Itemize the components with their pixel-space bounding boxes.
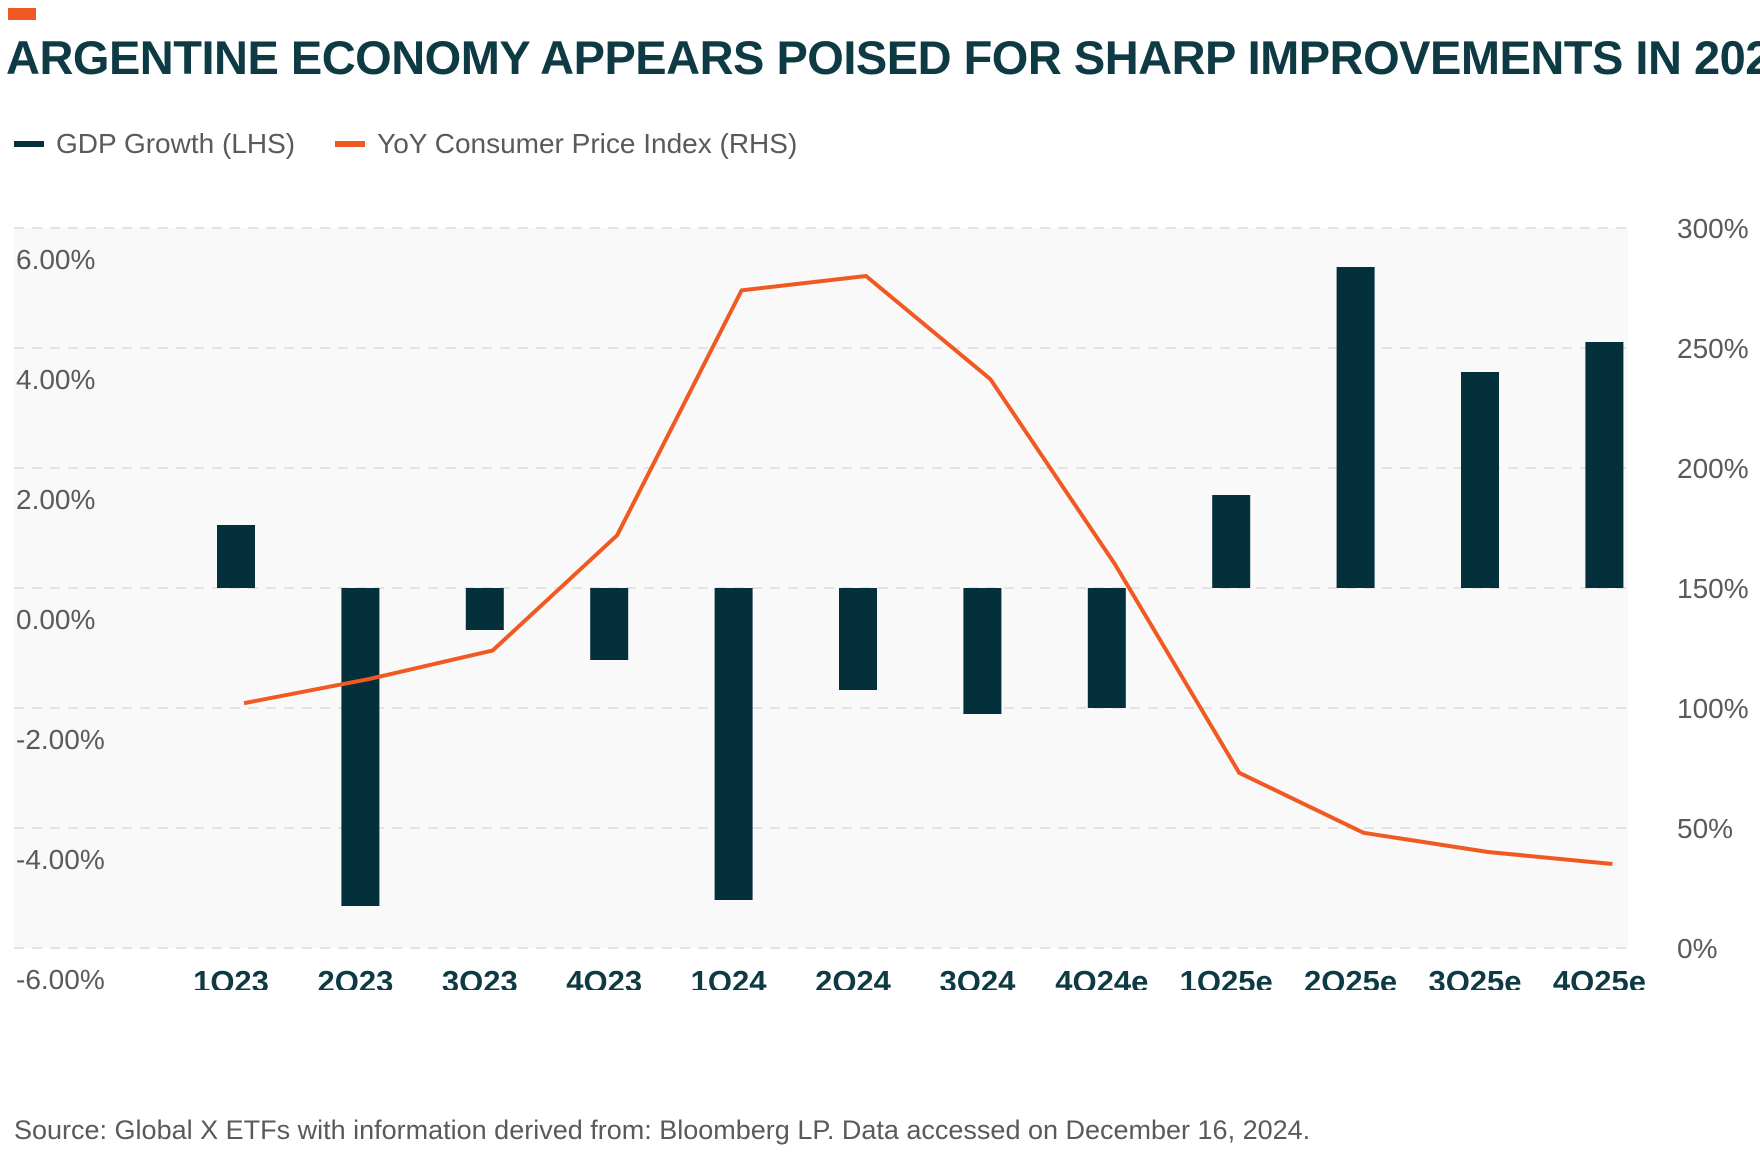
gdp-bar	[1585, 342, 1624, 588]
gdp-bar	[839, 588, 877, 690]
category-label: 1Q23	[193, 964, 269, 990]
legend-item-gdp: GDP Growth (LHS)	[14, 128, 295, 160]
right-axis-tick-label: 100%	[1677, 693, 1749, 724]
category-label: 2Q24	[815, 964, 892, 990]
gdp-bar	[217, 525, 255, 588]
category-label: 4Q24e	[1055, 964, 1148, 990]
left-axis-tick-label: -6.00%	[16, 964, 105, 990]
left-axis-tick-label: 6.00%	[16, 244, 95, 275]
right-axis-tick-label: 300%	[1677, 213, 1749, 244]
category-label: 3Q24	[939, 964, 1016, 990]
category-label: 4Q23	[566, 964, 642, 990]
gdp-bar	[341, 588, 380, 906]
category-label: 3Q23	[442, 964, 518, 990]
left-axis-tick-label: -2.00%	[16, 724, 105, 755]
legend-item-cpi: YoY Consumer Price Index (RHS)	[335, 128, 797, 160]
category-label: 2Q25e	[1304, 964, 1397, 990]
right-axis-tick-label: 50%	[1677, 813, 1733, 844]
source-note: Source: Global X ETFs with information d…	[14, 1115, 1311, 1145]
left-axis-tick-label: -4.00%	[16, 844, 105, 875]
category-label: 1Q24	[691, 964, 768, 990]
legend-swatch-cpi	[335, 141, 366, 147]
category-label: 3Q25e	[1428, 964, 1521, 990]
gdp-bar	[465, 588, 504, 630]
right-axis-tick-label: 0%	[1677, 933, 1717, 964]
legend: GDP Growth (LHS) YoY Consumer Price Inde…	[14, 128, 837, 160]
right-axis-tick-label: 200%	[1677, 453, 1749, 484]
category-label: 4Q25e	[1553, 964, 1646, 990]
left-axis-tick-label: 0.00%	[16, 604, 95, 635]
category-label: 2Q23	[317, 964, 393, 990]
gdp-bar	[1212, 495, 1251, 588]
legend-label-cpi: YoY Consumer Price Index (RHS)	[377, 128, 798, 159]
gdp-bar	[590, 588, 629, 660]
legend-label-gdp: GDP Growth (LHS)	[56, 128, 296, 159]
chart: -6.00% -4.00% -2.00% 0.00% 2.00% 4.00% 6.00% 0%…	[14, 213, 1749, 990]
right-axis-tick-label: 150%	[1677, 573, 1749, 604]
gdp-bar	[714, 588, 753, 900]
left-axis-tick-label: 2.00%	[16, 484, 95, 515]
chart-title: ARGENTINE ECONOMY APPEARS POISED FOR SHA…	[6, 31, 1760, 84]
gdp-bar	[1461, 372, 1499, 588]
accent-bar	[8, 8, 36, 20]
cpi-line	[243, 274, 1613, 866]
left-axis-tick-label: 4.00%	[16, 364, 95, 395]
gdp-bar	[1336, 267, 1375, 588]
right-axis-tick-label: 250%	[1677, 333, 1749, 364]
legend-swatch-gdp	[14, 141, 44, 147]
category-label: 1Q25e	[1180, 964, 1273, 990]
gdp-bar	[963, 588, 1002, 714]
gdp-bar	[1087, 588, 1126, 708]
